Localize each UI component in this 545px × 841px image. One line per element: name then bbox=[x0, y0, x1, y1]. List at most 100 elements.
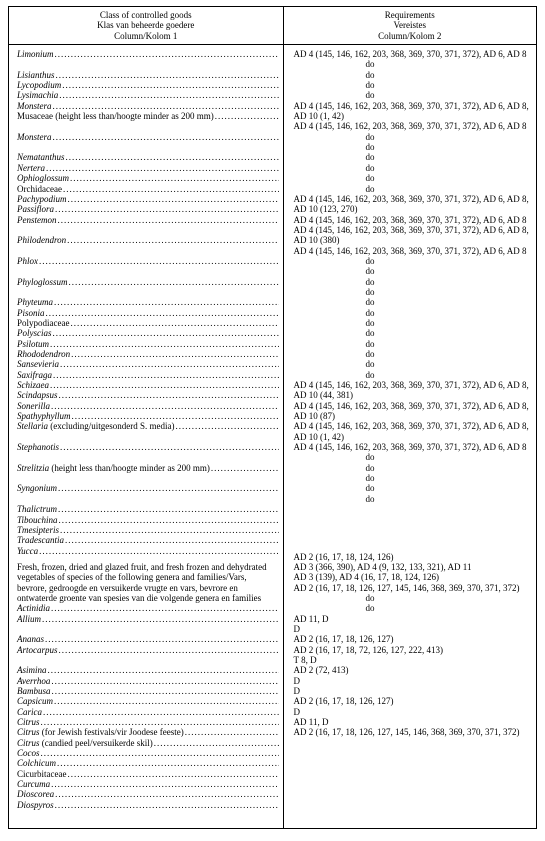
genus-name: Stephanotis bbox=[17, 442, 59, 452]
requirement-text: do bbox=[292, 59, 532, 69]
leader-dots: ........................................… bbox=[59, 442, 279, 452]
requirement-text: do bbox=[292, 266, 532, 276]
genus-name: Lisianthus bbox=[17, 70, 55, 80]
header-col2: Requirements Vereistes Column/Kolom 2 bbox=[283, 7, 536, 45]
genus-name: Limonium bbox=[17, 49, 54, 59]
genus-name: Pachypodium bbox=[17, 194, 67, 204]
leader-dots: ........................................… bbox=[61, 80, 278, 90]
goods-row: Psilotum................................… bbox=[17, 339, 279, 349]
goods-row: Penstemon...............................… bbox=[17, 215, 279, 225]
leader-dots: ........................................… bbox=[69, 318, 278, 328]
leader-dots: ........................................… bbox=[70, 349, 278, 359]
goods-row: Allium..................................… bbox=[17, 614, 279, 624]
requirement-text: do bbox=[292, 297, 532, 307]
section-intro: Fresh, frozen, dried and glazed fruit, a… bbox=[17, 562, 279, 603]
goods-row: Yucca...................................… bbox=[17, 546, 279, 556]
goods-row: Spathyphyllum...........................… bbox=[17, 411, 279, 421]
genus-name: Cicurbitaceae bbox=[17, 769, 66, 779]
requirement-text: AD 11, D bbox=[292, 614, 532, 624]
goods-row: Citrus (for Jewish festivals/vir Joodese… bbox=[17, 727, 279, 737]
genus-name: Penstemon bbox=[17, 215, 57, 225]
genus-name: Allium bbox=[17, 614, 41, 624]
goods-row: Tmesipteris.............................… bbox=[17, 525, 279, 535]
goods-row: Sansevieria.............................… bbox=[17, 359, 279, 369]
leader-dots: ........................................… bbox=[64, 535, 279, 545]
requirement-text: AD 4 (145, 146, 162, 203, 368, 369, 370,… bbox=[292, 246, 532, 256]
genus-name: Sonerilla bbox=[17, 401, 50, 411]
requirement-text: D bbox=[292, 707, 532, 717]
requirement-text: do bbox=[292, 473, 532, 483]
leader-dots: ........................................… bbox=[55, 70, 279, 80]
goods-row: Bambusa.................................… bbox=[17, 686, 279, 696]
goods-row: Stellaria (excluding/uitgesonderd S. med… bbox=[17, 421, 279, 431]
leader-dots: ........................................… bbox=[68, 277, 279, 287]
goods-row: Colchicum...............................… bbox=[17, 758, 279, 768]
requirement-text: T 8, D bbox=[292, 655, 532, 665]
leader-dots: ........................................… bbox=[174, 421, 278, 431]
requirement-text: do bbox=[292, 80, 532, 90]
goods-row: Cocos...................................… bbox=[17, 748, 279, 758]
goods-column: Limonium................................… bbox=[9, 45, 284, 829]
leader-dots: ........................................… bbox=[184, 727, 279, 737]
genus-name: Schizaea bbox=[17, 380, 49, 390]
leader-dots: ........................................… bbox=[153, 738, 279, 748]
leader-dots: ........................................… bbox=[52, 370, 279, 380]
requirement-text: AD 11, D bbox=[292, 717, 532, 727]
goods-row: Diospyros...............................… bbox=[17, 800, 279, 810]
genus-name: Syngonium bbox=[17, 483, 57, 493]
header-col2-l2: Vereistes bbox=[286, 20, 534, 30]
requirement-text: AD 2 (16, 17, 18, 124, 126) bbox=[292, 552, 532, 562]
genus-name: Nematanthus bbox=[17, 152, 65, 162]
goods-row: Polypodiaceae...........................… bbox=[17, 318, 279, 328]
requirement-text: do bbox=[292, 328, 532, 338]
leader-dots: ........................................… bbox=[40, 748, 279, 758]
goods-row: Curcuma.................................… bbox=[17, 779, 279, 789]
leader-dots: ........................................… bbox=[53, 696, 279, 706]
leader-dots: ........................................… bbox=[66, 235, 278, 245]
goods-row: Dioscorea...............................… bbox=[17, 789, 279, 799]
requirement-text: AD 4 (145, 146, 162, 203, 368, 369, 370,… bbox=[292, 194, 532, 215]
genus-name: Diospyros bbox=[17, 800, 54, 810]
genus-name: Musaceae (height less than/hoogte minder… bbox=[17, 111, 214, 121]
genus-name: Phyloglossum bbox=[17, 277, 68, 287]
goods-row: Cicurbitaceae...........................… bbox=[17, 769, 279, 779]
requirement-text: do bbox=[292, 90, 532, 100]
goods-row: Sonerilla...............................… bbox=[17, 401, 279, 411]
goods-row: Nematanthus.............................… bbox=[17, 152, 279, 162]
requirement-text: do bbox=[292, 173, 532, 183]
goods-row: Citrus..................................… bbox=[17, 717, 279, 727]
leader-dots: ........................................… bbox=[52, 101, 279, 111]
requirement-text: do bbox=[292, 277, 532, 287]
header-col2-l1: Requirements bbox=[286, 10, 534, 20]
goods-row: Rhododendron............................… bbox=[17, 349, 279, 359]
requirement-text: AD 2 (16, 17, 18, 126, 127) bbox=[292, 634, 532, 644]
requirement-text: do bbox=[292, 152, 532, 162]
leader-dots: ........................................… bbox=[59, 525, 279, 535]
genus-name: Stellaria (excluding/uitgesonderd S. med… bbox=[17, 421, 174, 431]
requirement-text: do bbox=[292, 463, 532, 473]
leader-dots: ........................................… bbox=[49, 339, 279, 349]
requirement-text: AD 4 (145, 146, 162, 203, 368, 369, 370,… bbox=[292, 225, 532, 246]
requirement-text: do bbox=[292, 163, 532, 173]
leader-dots: ........................................… bbox=[50, 676, 278, 686]
leader-dots: ........................................… bbox=[53, 297, 279, 307]
genus-name: Curcuma bbox=[17, 779, 50, 789]
requirement-text: do bbox=[292, 308, 532, 318]
goods-row: Orchidaceae.............................… bbox=[17, 184, 279, 194]
leader-dots: ........................................… bbox=[40, 717, 279, 727]
genus-name: Strelitzia (height less than/hoogte mind… bbox=[17, 463, 210, 473]
leader-dots: ........................................… bbox=[57, 504, 279, 514]
leader-dots: ........................................… bbox=[65, 152, 279, 162]
requirement-text: AD 4 (145, 146, 162, 203, 368, 369, 370,… bbox=[292, 101, 532, 122]
goods-row: Limonium................................… bbox=[17, 49, 279, 59]
goods-row: Artocarpus..............................… bbox=[17, 645, 279, 655]
genus-name: Polypodiaceae bbox=[17, 318, 69, 328]
requirement-text: AD 2 (16, 17, 18, 126, 127, 145, 146, 36… bbox=[292, 727, 532, 737]
leader-dots: ........................................… bbox=[54, 204, 279, 214]
requirement-text: AD 2 (16, 17, 18, 126, 127) bbox=[292, 696, 532, 706]
requirement-text: do bbox=[292, 452, 532, 462]
leader-dots: ........................................… bbox=[58, 90, 278, 100]
goods-row: Phyloglossum............................… bbox=[17, 277, 279, 287]
genus-name: Lysimachia bbox=[17, 90, 58, 100]
leader-dots: ........................................… bbox=[42, 707, 279, 717]
